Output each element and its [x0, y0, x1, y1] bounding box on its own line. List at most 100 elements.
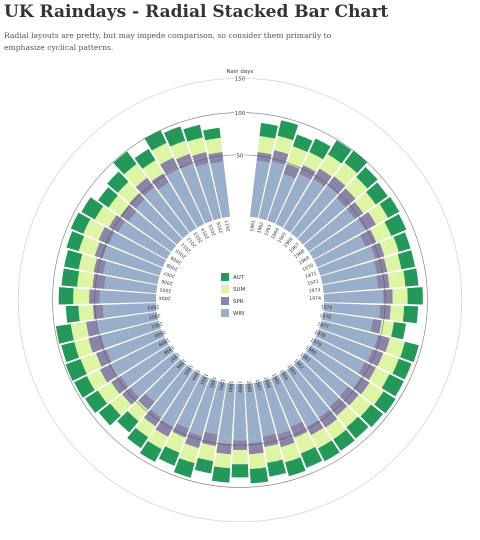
year-label-2001: 2001 [150, 320, 163, 329]
bar-segment-win-1977 [319, 320, 378, 348]
bar-segment-win-1971 [317, 246, 376, 276]
bar-segment-spr-1963 [283, 163, 300, 179]
bar-segment-win-2004 [99, 290, 157, 304]
bar-segment-sum-2003 [78, 305, 95, 322]
bar-segment-sum-1989 [232, 449, 248, 465]
bar-segment-win-1998 [120, 345, 174, 387]
bar-segment-win-1982 [293, 359, 340, 407]
bar-segment-win-2001 [101, 320, 161, 349]
year-label-1968: 1968 [293, 248, 306, 260]
bar-segment-aut-1979 [381, 374, 404, 397]
year-label-1991: 1991 [217, 378, 225, 391]
bar-segment-aut-2008 [70, 212, 91, 234]
legend-label-spr: SPR [233, 299, 244, 305]
bar-segment-win-1986 [262, 378, 290, 435]
year-label-1975: 1975 [320, 304, 332, 311]
bar-segment-sum-2013 [142, 160, 164, 182]
bar-segment-spr-1973 [376, 273, 390, 289]
year-label-2010: 2010 [174, 248, 187, 260]
year-label-1999: 1999 [157, 336, 170, 347]
bar-segment-win-1984 [279, 370, 319, 427]
bar-segment-win-1983 [286, 365, 330, 418]
bar-segment-aut-2009 [81, 197, 104, 220]
year-label-2008: 2008 [166, 262, 179, 273]
year-label-2013: 2013 [193, 231, 205, 244]
bar-segment-sum-1980 [361, 382, 384, 405]
bar-segment-spr-2011 [129, 192, 146, 209]
bar-segment-spr-2001 [88, 335, 106, 353]
legend-swatch-aut [221, 273, 229, 281]
bar-segment-win-1997 [130, 352, 180, 398]
year-label-1963: 1963 [263, 224, 273, 237]
bar-segment-spr-1987 [262, 433, 279, 448]
bar-segment-aut-1973 [403, 268, 419, 287]
bar-segment-win-1972 [320, 261, 377, 285]
year-label-2009: 2009 [170, 254, 183, 265]
bar-segment-spr-1993 [172, 423, 190, 438]
bar-segment-spr-1976 [370, 318, 382, 334]
bar-segment-sum-2001 [74, 338, 93, 358]
bar-segment-sum-2010 [108, 195, 129, 216]
bar-segment-sum-1964 [303, 151, 324, 172]
bar-segment-aut-1964 [309, 138, 331, 160]
bar-segment-aut-2010 [98, 187, 118, 208]
bar-segment-aut-1966 [344, 150, 368, 174]
year-label-1974: 1974 [309, 296, 321, 302]
bar-segment-win-1992 [189, 378, 218, 437]
year-label-1978: 1978 [313, 329, 326, 339]
bar-segment-aut-1991 [194, 457, 214, 474]
year-label-1986: 1986 [262, 376, 271, 389]
legend-label-sum: SUM [233, 287, 246, 293]
bar-segment-spr-1985 [290, 421, 308, 438]
bar-segment-spr-2015 [175, 153, 194, 169]
bar-segment-win-2007 [102, 245, 163, 276]
bar-segment-win-1973 [322, 275, 378, 294]
bar-segment-win-1993 [177, 374, 210, 429]
y-axis-label: Rain days [227, 69, 254, 75]
bar-segment-win-2012 [144, 187, 190, 239]
bar-segment-aut-1975 [402, 305, 419, 324]
bar-segment-aut-1961 [259, 123, 278, 139]
bar-segment-win-1981 [300, 352, 349, 397]
bar-segment-spr-1967 [336, 188, 356, 208]
bar-segment-sum-1969 [368, 204, 389, 225]
bar-segment-sum-1979 [368, 367, 390, 389]
year-label-1980: 1980 [304, 345, 317, 357]
bar-segment-spr-1969 [358, 211, 376, 231]
year-label-1973: 1973 [308, 287, 320, 294]
bar-segment-aut-1996 [117, 411, 139, 433]
bar-segment-aut-1972 [397, 250, 416, 270]
bar-segment-sum-1963 [286, 146, 308, 169]
bar-segment-win-2005 [104, 276, 158, 294]
bar-segment-aut-1965 [328, 140, 352, 164]
year-label-1995: 1995 [182, 363, 194, 376]
year-label-1961: 1961 [249, 220, 257, 233]
bar-segment-sum-1967 [345, 176, 368, 199]
bar-segment-sum-1993 [165, 431, 186, 453]
bar-segment-sum-1975 [389, 305, 405, 322]
bar-segment-sum-1990 [214, 452, 231, 469]
year-label-1962: 1962 [256, 221, 265, 234]
bar-segment-win-1962 [258, 161, 285, 221]
bar-segment-aut-1977 [400, 341, 419, 363]
bar-segment-spr-2010 [120, 204, 137, 222]
bar-segment-spr-1961 [256, 151, 272, 163]
bar-segment-aut-2011 [107, 171, 129, 193]
bar-segment-aut-2001 [61, 341, 80, 363]
bar-segment-aut-1976 [391, 321, 406, 340]
year-label-1994: 1994 [190, 368, 201, 381]
bar-segment-spr-1977 [373, 334, 390, 353]
bar-segment-sum-2016 [187, 137, 207, 156]
bars-layer [55, 120, 423, 484]
bar-segment-sum-2008 [83, 219, 105, 241]
bar-segment-win-2010 [128, 211, 177, 252]
year-label-2017: 2017 [224, 219, 232, 232]
bar-segment-sum-1997 [110, 394, 132, 416]
bar-segment-win-1996 [145, 359, 187, 403]
bar-segment-spr-1965 [313, 168, 332, 187]
bar-segment-sum-2007 [78, 236, 100, 257]
bar-segment-sum-2009 [94, 205, 117, 228]
y-tick-label-50: 50 [237, 153, 244, 159]
bar-segment-aut-1999 [74, 375, 95, 398]
bar-segment-aut-1969 [379, 196, 400, 218]
